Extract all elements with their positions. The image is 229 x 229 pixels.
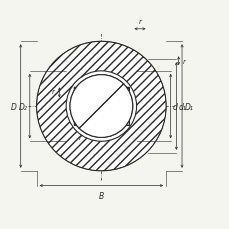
Text: r: r [79,134,82,140]
Circle shape [70,75,132,138]
Text: B: B [98,191,104,200]
Text: D₂: D₂ [19,102,28,111]
Polygon shape [118,87,128,126]
Text: D₁: D₁ [183,102,192,111]
Text: D: D [11,102,16,111]
Text: r: r [182,58,185,64]
Circle shape [36,42,165,171]
Text: r: r [138,19,141,25]
Text: r: r [52,89,55,95]
Polygon shape [74,87,84,126]
Text: d: d [172,102,177,111]
Text: d₁: d₁ [178,102,186,111]
Circle shape [70,75,132,138]
Circle shape [66,71,136,142]
